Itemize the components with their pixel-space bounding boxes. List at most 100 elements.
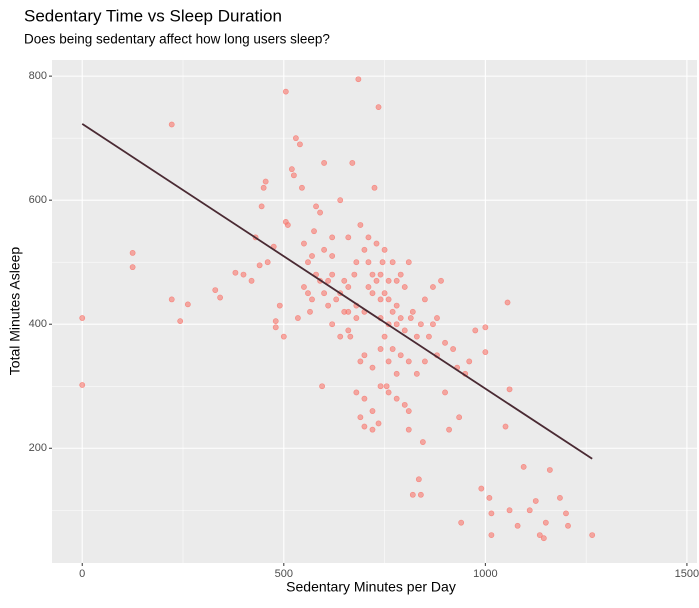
point <box>325 277 332 284</box>
point <box>248 277 255 284</box>
point <box>333 296 340 303</box>
point <box>389 259 396 266</box>
point <box>407 315 414 321</box>
y-tick-label: 600 <box>29 194 47 206</box>
point <box>79 382 86 388</box>
point <box>299 184 305 191</box>
point <box>357 358 364 365</box>
chart-subtitle: Does being sedentary affect how long use… <box>24 32 330 47</box>
point <box>292 135 299 142</box>
point <box>284 222 291 228</box>
point <box>345 327 352 334</box>
point <box>317 209 323 216</box>
point <box>393 277 400 284</box>
point <box>401 401 408 408</box>
point <box>409 308 416 315</box>
point <box>557 494 563 501</box>
point <box>321 160 328 166</box>
point <box>385 389 392 396</box>
point <box>385 277 392 284</box>
point <box>373 240 380 247</box>
point <box>393 302 400 309</box>
point <box>419 439 426 445</box>
point <box>347 333 354 340</box>
y-tick-label: 800 <box>29 70 47 82</box>
point <box>341 277 348 284</box>
point <box>379 259 386 266</box>
point <box>502 423 509 430</box>
point <box>589 532 596 538</box>
point <box>383 383 390 390</box>
point <box>369 408 376 414</box>
point <box>472 327 479 334</box>
point <box>353 315 360 321</box>
point <box>129 264 136 271</box>
point <box>413 370 420 377</box>
point <box>417 321 424 328</box>
point <box>532 498 539 504</box>
point <box>371 184 378 191</box>
point <box>184 301 191 308</box>
point <box>450 346 457 352</box>
point <box>381 290 388 297</box>
point <box>504 299 511 306</box>
point <box>272 324 279 331</box>
point <box>542 519 549 526</box>
point <box>526 507 533 514</box>
x-axis-title: Sedentary Minutes per Day <box>286 579 456 595</box>
point <box>258 203 265 210</box>
point <box>357 222 364 228</box>
point <box>389 308 396 315</box>
point <box>361 352 368 359</box>
point <box>442 389 448 396</box>
point <box>337 197 344 204</box>
point <box>365 284 372 290</box>
point <box>375 420 382 427</box>
point <box>313 203 319 210</box>
point <box>506 386 513 393</box>
point <box>401 284 408 290</box>
point <box>311 228 317 235</box>
point <box>264 259 271 266</box>
point <box>365 259 372 266</box>
point <box>290 172 297 179</box>
point <box>295 315 301 321</box>
x-tick-label: 1000 <box>473 568 497 580</box>
point <box>345 234 352 241</box>
point <box>385 296 392 303</box>
x-tick-label: 0 <box>79 568 85 580</box>
point <box>405 358 412 365</box>
point <box>177 318 184 325</box>
point <box>377 271 384 278</box>
point <box>514 522 521 529</box>
point <box>375 104 382 111</box>
point <box>409 491 416 498</box>
point <box>401 327 408 334</box>
point <box>329 271 336 278</box>
point <box>129 249 136 256</box>
point <box>369 271 376 278</box>
point <box>442 339 448 346</box>
point <box>373 277 380 284</box>
point <box>349 160 356 166</box>
point <box>272 318 279 325</box>
point <box>353 259 360 266</box>
point <box>381 333 388 340</box>
y-axis-title: Total Minutes Asleep <box>7 247 23 376</box>
point <box>405 259 412 266</box>
point <box>446 426 452 433</box>
point <box>393 370 400 377</box>
point <box>456 414 463 421</box>
point <box>260 184 267 191</box>
point <box>381 246 388 253</box>
point <box>536 532 543 538</box>
point <box>329 234 336 241</box>
point <box>417 491 424 498</box>
trend-line <box>81 123 593 460</box>
point <box>377 346 384 352</box>
point <box>478 485 485 492</box>
point <box>305 259 311 266</box>
point <box>482 349 489 356</box>
point <box>369 290 376 297</box>
point <box>321 290 328 297</box>
